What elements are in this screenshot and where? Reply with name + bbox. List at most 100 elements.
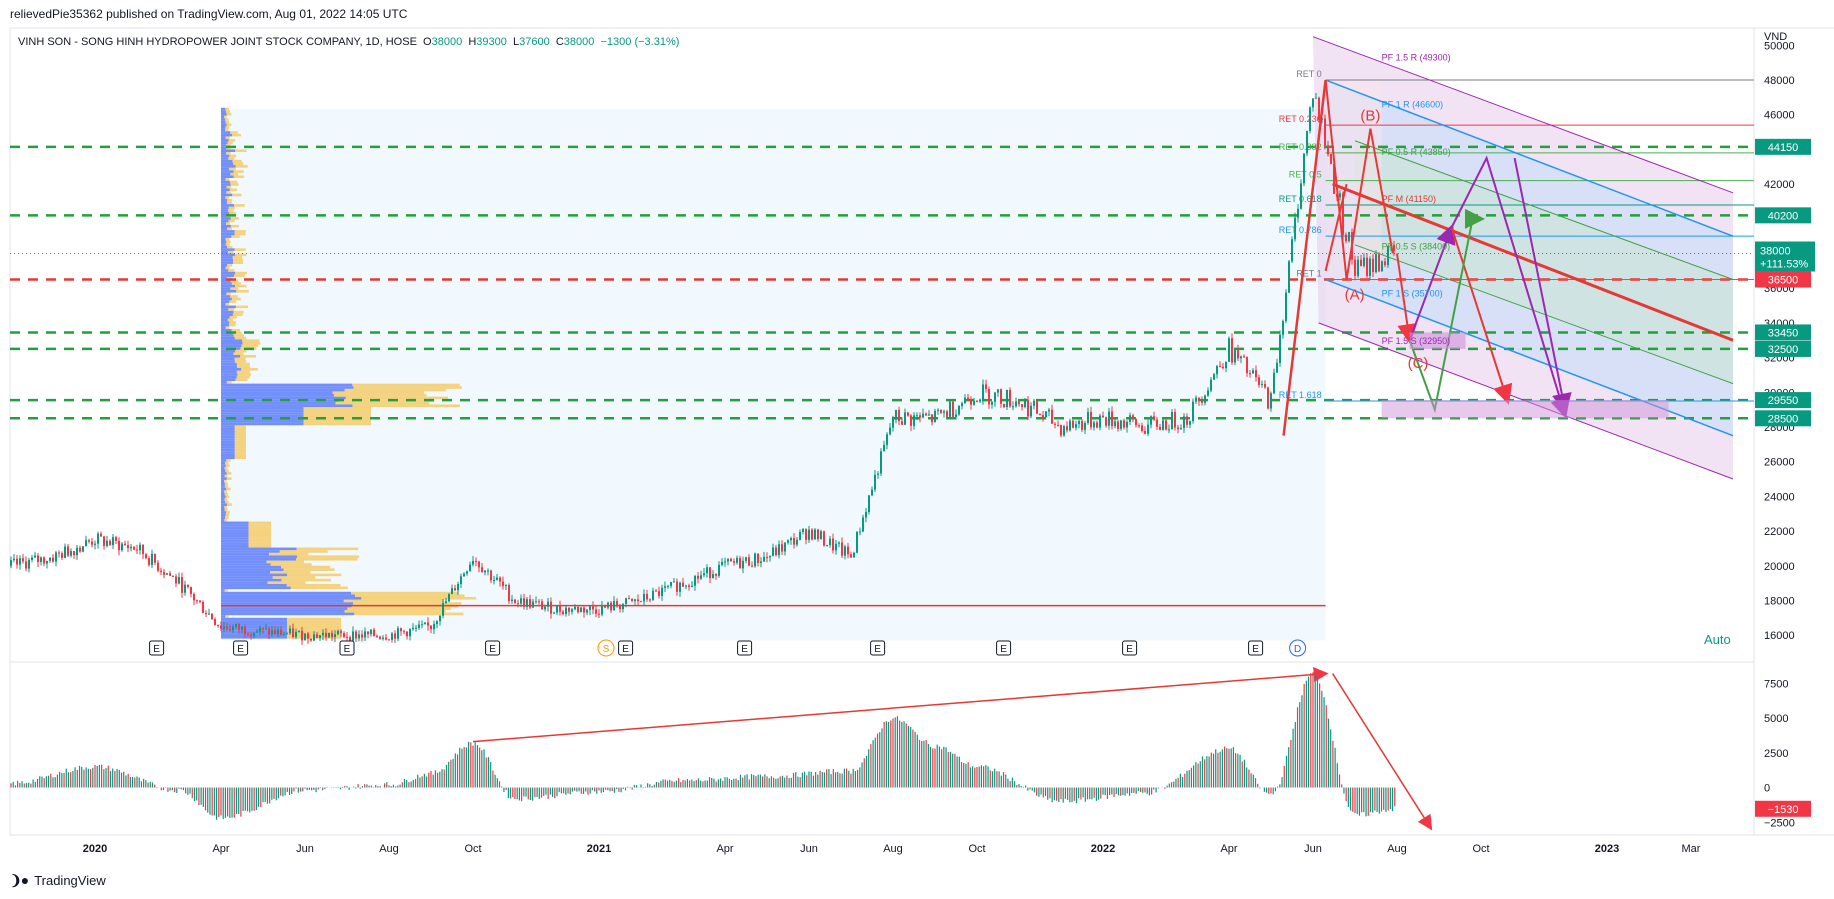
candle-body [1249, 373, 1251, 375]
profile-bar-up [221, 362, 237, 366]
candle-body [1354, 259, 1356, 276]
candle-body [202, 602, 204, 613]
candle-body [1042, 415, 1044, 418]
candle-body [730, 558, 732, 562]
candle-body [607, 602, 609, 608]
profile-bar-down [234, 435, 246, 439]
profile-bar-up [221, 258, 234, 262]
candle-body [1084, 423, 1086, 430]
earnings-marker [339, 640, 355, 656]
candle-body [538, 601, 540, 603]
profile-bar-down [353, 602, 462, 605]
candle-body [379, 636, 381, 639]
open-value: 38000 [431, 36, 463, 48]
candle-body [220, 625, 222, 629]
footer-brand[interactable]: ❩● TradingView [10, 872, 106, 889]
current-price-text: 38000 [1760, 246, 1791, 258]
fib-label: RET 1.618 [1279, 390, 1322, 400]
profile-bar-up [221, 589, 225, 592]
candle-body [1141, 425, 1143, 431]
earnings-marker [737, 640, 753, 656]
candle-body [592, 606, 594, 610]
candle-body [1075, 424, 1077, 428]
candle-body [232, 626, 234, 631]
candle-body [868, 495, 870, 513]
candle-body [1177, 427, 1179, 430]
candle-body [1231, 338, 1233, 363]
profile-bar-up [221, 547, 297, 551]
candle-body [1099, 415, 1101, 428]
candle-body [349, 637, 351, 641]
candle-body [58, 552, 60, 554]
profile-bar-up [221, 612, 355, 616]
profile-bar-down [297, 555, 360, 558]
candle-body [1333, 163, 1335, 194]
candle-body [508, 585, 510, 602]
level-badge [1755, 207, 1811, 224]
profile-bar-up [221, 227, 228, 231]
profile-bar-up [221, 399, 339, 402]
candle-body [280, 629, 282, 635]
candle-body [661, 587, 663, 597]
candle-body [439, 615, 441, 622]
candle-body [559, 605, 561, 612]
profile-bar-up [221, 482, 225, 486]
candle-body [739, 557, 741, 569]
profile-bar-down [270, 570, 311, 574]
candle-body [877, 473, 879, 475]
profile-bar-up [221, 185, 227, 189]
candle-body [865, 512, 867, 518]
profile-bar-up [221, 297, 232, 301]
profile-bar-up [221, 524, 249, 527]
candle-body [448, 594, 450, 602]
low-label: L [512, 36, 520, 48]
profile-bar-up [221, 365, 237, 369]
candle-body [580, 607, 582, 613]
candle-body [253, 632, 255, 636]
candle-body [343, 633, 345, 637]
candle-body [925, 413, 927, 416]
profile-bar-down [225, 326, 230, 329]
candle-body [937, 409, 939, 411]
candle-body [292, 628, 294, 638]
time-tick-label: Oct [464, 843, 481, 855]
candle-body [1102, 415, 1104, 418]
profile-bar-down [234, 438, 246, 441]
profile-bar-up [221, 279, 231, 283]
candle-body [112, 537, 114, 546]
profile-bar-up [221, 607, 348, 610]
profile-bar-down [227, 198, 233, 202]
candle-body [361, 634, 363, 638]
candle-body [19, 558, 21, 565]
profile-bar-up [221, 128, 225, 132]
divergence-down [1331, 673, 1433, 831]
profile-bar-down [287, 620, 341, 624]
candle-body [1027, 400, 1029, 417]
candle-body [1240, 356, 1242, 359]
profile-bar-up [221, 118, 226, 121]
candle-body [820, 531, 822, 540]
profile-bar-up [221, 422, 304, 426]
profile-bar-up [221, 407, 304, 410]
profile-bar-up [221, 578, 282, 582]
candle-body [562, 611, 564, 615]
profile-bar-up [221, 409, 304, 413]
profile-bar-up [221, 300, 230, 303]
profile-bar-down [236, 375, 250, 379]
earnings-marker-label: E [489, 644, 496, 655]
profile-bar-down [229, 321, 237, 324]
candle-body [43, 557, 45, 564]
candle-body [784, 542, 786, 552]
high-label: H [468, 36, 477, 48]
fib-label: RET 0.236 [1279, 114, 1322, 124]
low-value: 37600 [519, 36, 550, 48]
price-tick-label: 20000 [1764, 561, 1795, 573]
auto-scale-button[interactable]: Auto [1704, 632, 1731, 647]
oscillator-histogram [10, 672, 1396, 820]
candle-body [751, 565, 753, 567]
profile-bar-up [221, 222, 226, 225]
candle-body [223, 626, 225, 629]
profile-bar-up [221, 217, 231, 220]
profile-bar-down [234, 427, 246, 431]
